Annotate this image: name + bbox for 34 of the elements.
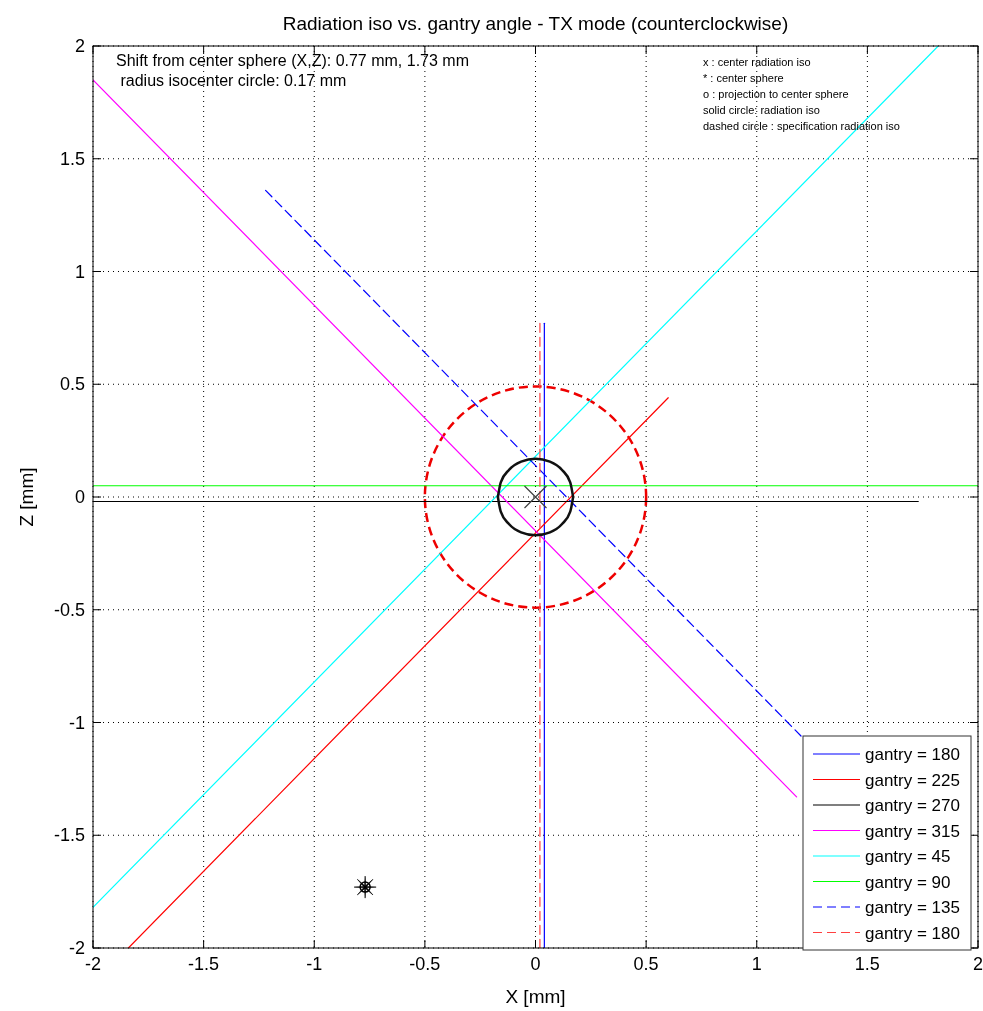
legend-label: gantry = 315 <box>865 821 960 841</box>
x-tick-label: 1 <box>751 954 762 974</box>
x-tick-label: 1.5 <box>854 954 880 974</box>
annotation: * : center sphere <box>703 72 784 84</box>
x-tick-label: 0.5 <box>633 954 659 974</box>
y-axis-title: Z [mm] <box>16 467 37 527</box>
annotation: Shift from center sphere (X,Z): 0.77 mm, 1.73 mm <box>116 52 469 69</box>
annotation: radius isocenter circle: 0.17 mm <box>116 72 347 89</box>
x-tick-label: 2 <box>972 954 983 974</box>
y-tick-label: 2 <box>74 36 85 56</box>
y-tick-label: 0.5 <box>59 374 85 395</box>
x-tick-label: -0.5 <box>409 954 441 974</box>
x-tick-label: -1.5 <box>188 954 220 974</box>
chart-title: Radiation iso vs. gantry angle - TX mode (counterclockwise) <box>282 13 789 34</box>
annotation: solid circle: radiation iso <box>703 104 820 116</box>
legend-label: gantry = 180 <box>865 923 960 943</box>
legend-label: gantry = 90 <box>865 872 951 892</box>
y-tick-label: -0.5 <box>53 599 85 620</box>
annotation: x : center radiation iso <box>703 56 811 68</box>
legend-label: gantry = 225 <box>865 770 960 790</box>
y-tick-label: 1.5 <box>59 148 85 169</box>
y-tick-label: -2 <box>68 938 85 958</box>
y-tick-label: -1 <box>68 712 85 733</box>
x-tick-label: 0 <box>530 954 541 974</box>
y-tick-label: -1.5 <box>53 825 85 846</box>
y-tick-label: 1 <box>74 261 85 282</box>
annotation: o : projection to center sphere <box>703 88 849 100</box>
legend-label: gantry = 180 <box>865 745 960 764</box>
legend-label: gantry = 135 <box>865 898 960 917</box>
legend-label: gantry = 270 <box>865 796 960 815</box>
x-tick-label: -1 <box>306 954 323 974</box>
x-axis-title: X [mm] <box>505 986 566 1007</box>
legend-label: gantry = 45 <box>865 847 951 866</box>
y-tick-label: 0 <box>74 487 85 507</box>
